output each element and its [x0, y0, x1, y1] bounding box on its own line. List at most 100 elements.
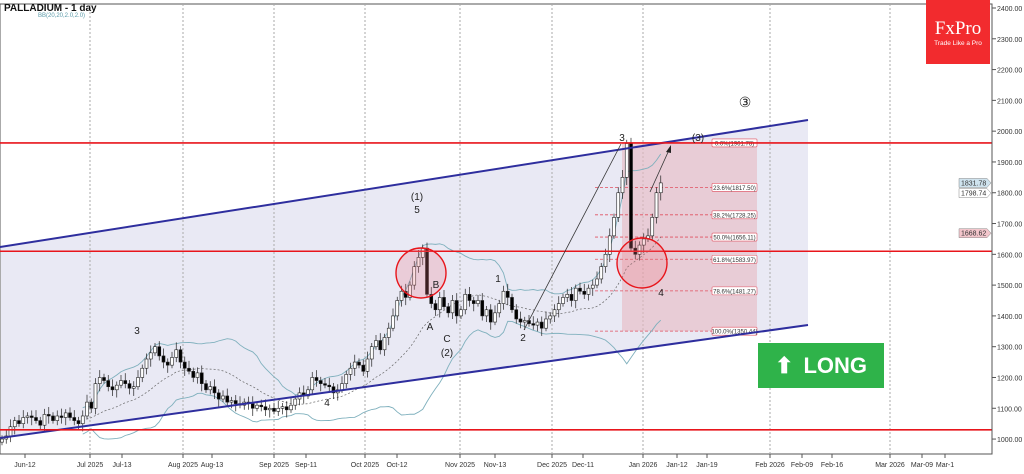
price-tag	[958, 228, 992, 238]
candle	[552, 309, 557, 317]
x-tick-label: Jun-12	[14, 462, 36, 469]
candle	[323, 383, 327, 386]
candle	[93, 383, 98, 409]
candle	[212, 386, 217, 394]
wave-label: 3	[619, 133, 625, 144]
candle	[378, 340, 383, 351]
candle	[539, 321, 544, 329]
candle	[38, 420, 43, 426]
x-tick-label: Sep 2025	[259, 462, 289, 469]
candle	[140, 367, 145, 378]
candle	[488, 309, 493, 323]
candle	[34, 417, 38, 421]
wave-label: C	[443, 334, 450, 345]
fib-label-box	[711, 254, 758, 264]
candle	[170, 357, 174, 366]
candle	[127, 383, 132, 389]
candle	[612, 217, 616, 237]
candle	[327, 384, 332, 388]
indicator-label: BB(20,20,2.0,2.0)	[38, 13, 86, 19]
candle	[106, 380, 111, 388]
candle	[641, 238, 646, 246]
candle	[437, 297, 442, 311]
wave-label: (3)	[692, 133, 704, 144]
candle	[123, 380, 128, 384]
candle	[471, 300, 476, 304]
candle	[331, 386, 336, 394]
candle	[136, 377, 140, 388]
x-tick-label: Nov-13	[484, 462, 507, 469]
candle	[340, 383, 344, 391]
bollinger-middle	[82, 236, 662, 422]
candle	[595, 278, 599, 286]
channel-lower-line	[0, 324, 809, 439]
wave-label: 2	[520, 333, 526, 344]
candle	[442, 297, 446, 307]
candle	[369, 346, 374, 360]
candle	[556, 303, 561, 311]
y-tick-label: 1600.00	[997, 252, 1022, 259]
price-tag-label: 1668.62	[961, 231, 986, 238]
candle	[603, 254, 608, 267]
candle	[561, 297, 565, 304]
wave-label: 4	[324, 398, 330, 409]
y-tick-label: 2300.00	[997, 37, 1022, 44]
x-tick-label: Dec 2025	[537, 462, 567, 469]
candle	[259, 404, 264, 408]
y-tick-label: 1500.00	[997, 283, 1022, 290]
candle	[165, 361, 170, 366]
candle	[395, 300, 400, 317]
candle	[365, 358, 370, 372]
candle	[386, 327, 391, 338]
candle	[429, 294, 434, 304]
wave-label: B	[433, 280, 440, 291]
y-tick-label: 1000.00	[997, 437, 1022, 444]
candle	[518, 318, 523, 323]
wave-label: (1)	[411, 192, 423, 203]
x-tick-label: Mar-09	[911, 462, 933, 469]
candle	[8, 426, 13, 437]
x-tick-label: Sep-11	[295, 462, 317, 469]
candle	[199, 372, 204, 384]
x-tick-label: Feb-09	[791, 462, 813, 469]
y-tick-label: 2000.00	[997, 129, 1022, 136]
x-tick-label: Feb 2026	[755, 462, 785, 469]
candle	[306, 389, 310, 397]
candle	[310, 377, 315, 391]
candle	[161, 355, 166, 363]
candle	[578, 287, 582, 292]
candle	[29, 415, 34, 418]
candle	[233, 400, 238, 404]
candle	[565, 294, 570, 298]
candle	[191, 371, 196, 378]
candle	[102, 377, 106, 381]
candle	[0, 438, 4, 443]
wave-label: (2)	[441, 348, 453, 359]
candle	[658, 182, 663, 194]
bollinger-lower	[82, 319, 662, 440]
candle	[284, 406, 289, 411]
y-tick-label: 1800.00	[997, 191, 1022, 198]
candle	[374, 340, 378, 347]
candle	[255, 404, 259, 409]
candle	[476, 300, 480, 304]
candle	[344, 374, 349, 384]
fib-label: 78.6%(1481.27)	[713, 289, 756, 295]
candle	[131, 386, 136, 389]
highlight-circle	[395, 247, 447, 299]
y-tick-label: 1200.00	[997, 375, 1022, 382]
candle	[72, 417, 77, 421]
candle	[535, 321, 540, 326]
candle	[607, 235, 612, 255]
candle	[59, 415, 64, 418]
candle	[89, 401, 94, 409]
candle	[582, 290, 587, 295]
candle	[505, 290, 510, 298]
candle	[391, 315, 395, 329]
candle	[484, 309, 489, 317]
x-tick-label: Jan 2026	[629, 462, 658, 469]
arrow-up-icon: ⬆	[775, 352, 794, 378]
candle	[204, 383, 208, 391]
fib-label: 61.8%(1583.97)	[713, 258, 756, 264]
